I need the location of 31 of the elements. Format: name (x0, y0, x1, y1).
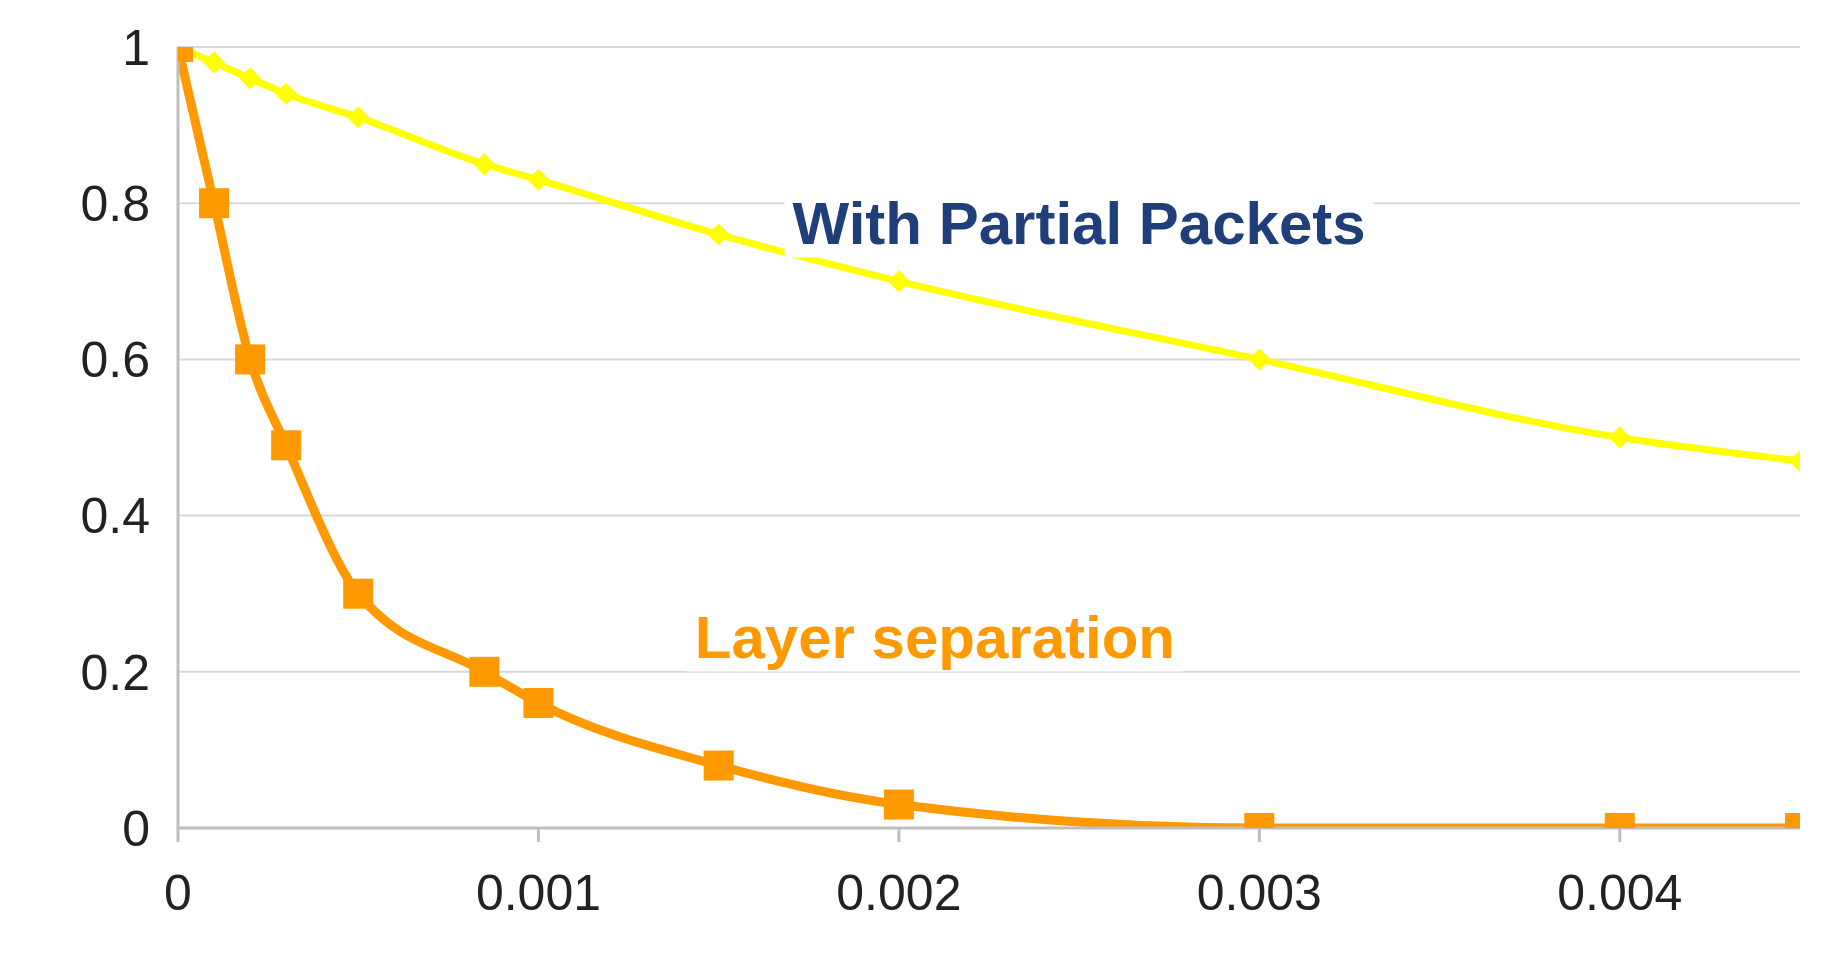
x-tick-label: 0.002 (836, 864, 962, 921)
y-tick-label: 0.8 (80, 175, 150, 232)
point (469, 656, 500, 687)
y-tick-label: 0.6 (80, 332, 150, 389)
point (1248, 348, 1271, 371)
series-label: With Partial Packets (784, 188, 1374, 258)
x-tick-label: 0.003 (1196, 864, 1322, 921)
point (203, 51, 226, 74)
point (347, 106, 370, 129)
point (887, 270, 910, 293)
y-tick-label: 1 (122, 19, 150, 76)
y-tick-label: 0 (122, 800, 150, 857)
point (271, 430, 302, 461)
point (1608, 426, 1631, 449)
y-tick-label: 0.4 (80, 488, 150, 545)
x-tick-label: 0.004 (1557, 864, 1683, 921)
point (235, 344, 266, 375)
point (523, 688, 554, 719)
series-label: Layer separation (686, 602, 1184, 672)
point (199, 188, 230, 219)
x-tick-label: 0.001 (475, 864, 602, 921)
y-tick-label: 0.2 (80, 644, 150, 701)
point (343, 578, 374, 609)
point (707, 223, 730, 246)
point (473, 153, 496, 176)
point (239, 67, 262, 90)
point (527, 168, 550, 191)
point (275, 82, 298, 105)
point (703, 750, 734, 781)
x-tick-label: 0 (164, 864, 192, 921)
point (883, 789, 914, 820)
